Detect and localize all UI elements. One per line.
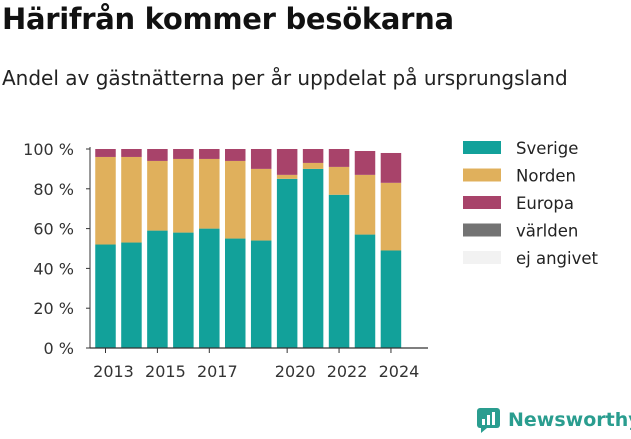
bar-segment-europa-2021	[302, 149, 324, 163]
y-tick-label: 60 %	[33, 220, 74, 239]
legend-swatch	[463, 251, 501, 264]
bar-segment-norden-2016	[173, 158, 194, 233]
bar-segment-norden-2018	[225, 160, 246, 239]
x-tick-label: 2015	[145, 362, 186, 381]
bar-segment-europa-2014	[121, 149, 142, 157]
y-tick-label: 40 %	[33, 259, 74, 278]
y-tick-label: 0 %	[44, 339, 74, 358]
legend-label: ej angivet	[516, 249, 599, 268]
bar-segment-norden-2013	[95, 156, 116, 245]
bar-segment-sverige-2022	[328, 194, 350, 348]
chart-title: Härifrån kommer besökarna	[2, 2, 454, 36]
bar-segment-norden-2022	[328, 166, 350, 195]
bar-segment-norden-2023	[354, 174, 376, 235]
bar-segment-norden-2024	[380, 182, 402, 251]
bar-segment-sverige-2016	[173, 232, 194, 348]
legend-label: Europa	[516, 194, 574, 213]
brand-name: Newsworthy	[508, 409, 631, 431]
bar-segment-europa-2019	[250, 149, 272, 169]
bar-segment-europa-2015	[147, 149, 168, 161]
legend-swatch	[463, 168, 501, 182]
x-tick-label: 2024	[379, 362, 420, 381]
bar-segment-europa-2022	[328, 149, 350, 167]
newsworthy-logo-icon	[477, 408, 500, 433]
legend-label: Norden	[516, 167, 576, 186]
bar-segment-norden-2021	[302, 162, 324, 169]
bar-segment-europa-2023	[354, 150, 376, 175]
x-tick-label: 2013	[93, 362, 134, 381]
bar-segment-norden-2014	[121, 156, 142, 243]
y-tick-label: 100 %	[23, 140, 74, 159]
bar-segment-europa-2024	[380, 152, 402, 183]
bar-segment-norden-2017	[199, 158, 220, 229]
bar-segment-norden-2019	[250, 168, 272, 241]
legend-label: Sverige	[516, 139, 578, 158]
bar-segment-europa-2016	[173, 149, 194, 159]
bar-segment-sverige-2024	[380, 250, 402, 348]
chart-subtitle: Andel av gästnätterna per år uppdelat på…	[2, 66, 568, 90]
x-tick-label: 2020	[275, 362, 316, 381]
brand-logo: Newsworthy	[476, 407, 631, 433]
bar-segment-sverige-2019	[250, 240, 272, 348]
bar-segment-sverige-2017	[199, 228, 220, 348]
bar-segment-europa-2018	[225, 149, 246, 161]
legend-swatch	[463, 196, 501, 209]
bar-segment-sverige-2013	[95, 244, 116, 348]
bar-segment-sverige-2021	[302, 168, 324, 348]
y-tick-label: 20 %	[33, 299, 74, 318]
x-tick-label: 2017	[197, 362, 238, 381]
legend-label: världen	[516, 222, 578, 241]
bar-segment-sverige-2020	[276, 178, 298, 348]
x-tick-label: 2022	[327, 362, 368, 381]
bar-segment-europa-2020	[276, 149, 298, 175]
legend-swatch	[463, 141, 501, 154]
bar-segment-europa-2017	[199, 149, 220, 159]
bar-segment-sverige-2018	[225, 238, 246, 348]
bar-segment-sverige-2023	[354, 234, 376, 348]
legend-swatch	[463, 223, 501, 237]
bar-segment-norden-2015	[147, 160, 168, 231]
bar-segment-norden-2020	[276, 174, 298, 179]
bar-segment-sverige-2014	[121, 242, 142, 348]
bar-segment-europa-2013	[95, 149, 116, 157]
y-tick-label: 80 %	[33, 180, 74, 199]
bar-segment-sverige-2015	[147, 230, 168, 348]
